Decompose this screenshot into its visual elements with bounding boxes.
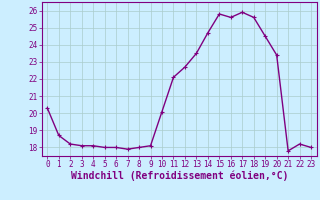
X-axis label: Windchill (Refroidissement éolien,°C): Windchill (Refroidissement éolien,°C) [70,171,288,181]
